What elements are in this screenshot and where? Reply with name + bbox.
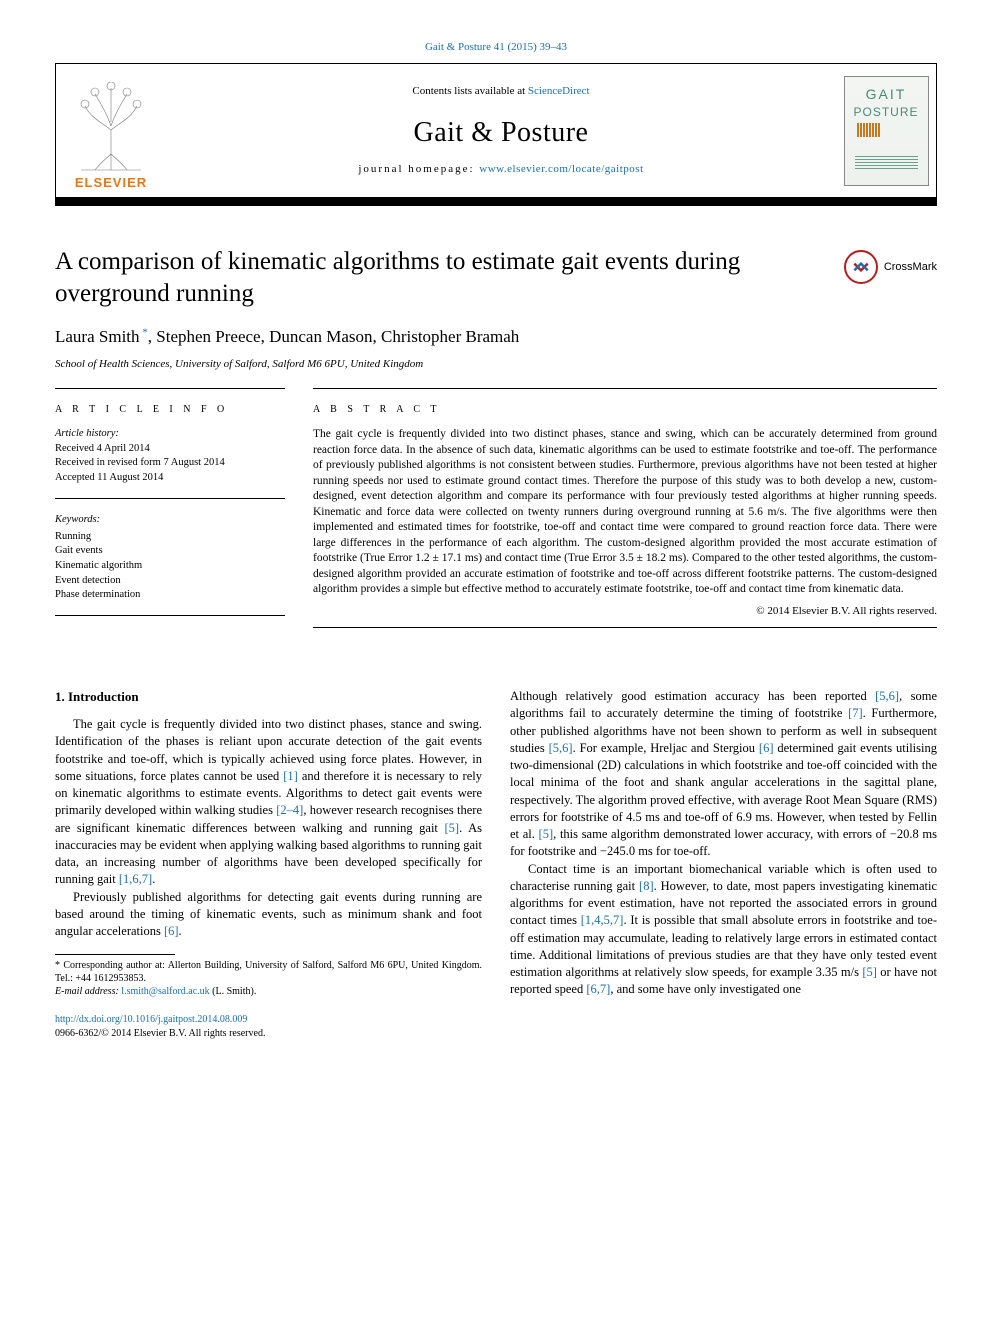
email-link[interactable]: l.smith@salford.ac.uk: [121, 986, 209, 997]
journal-masthead: ELSEVIER Contents lists available at Sci…: [55, 63, 937, 198]
cover-thumbnail: GAIT POSTURE: [844, 76, 929, 186]
cover-title-1: GAIT: [866, 85, 907, 105]
article-info-column: A R T I C L E I N F O Article history: R…: [55, 388, 285, 628]
abstract-copyright: © 2014 Elsevier B.V. All rights reserved…: [313, 604, 937, 619]
doi-link[interactable]: http://dx.doi.org/10.1016/j.gaitpost.201…: [55, 1014, 247, 1025]
running-header: Gait & Posture 41 (2015) 39–43: [55, 40, 937, 55]
masthead-center: Contents lists available at ScienceDirec…: [166, 64, 836, 197]
email-suffix: (L. Smith).: [210, 986, 257, 997]
publisher-logo: ELSEVIER: [56, 64, 166, 197]
masthead-bottom-bar: [55, 198, 937, 206]
abstract-heading: A B S T R A C T: [313, 403, 937, 417]
abstract-rule: [313, 627, 937, 628]
cite-link[interactable]: [1,6,7]: [119, 872, 152, 886]
body-right-column: Although relatively good estimation accu…: [510, 688, 937, 999]
abstract-text: The gait cycle is frequently divided int…: [313, 427, 937, 598]
crossmark-label: CrossMark: [884, 260, 937, 275]
homepage-link[interactable]: www.elsevier.com/locate/gaitpost: [479, 163, 643, 175]
crossmark-circle-icon: [844, 250, 878, 284]
abstract-column: A B S T R A C T The gait cycle is freque…: [313, 388, 937, 628]
cite-link[interactable]: [1]: [283, 769, 298, 783]
cite-link[interactable]: [5,6]: [549, 741, 573, 755]
keywords-label: Keywords:: [55, 513, 285, 528]
body-paragraph: The gait cycle is frequently divided int…: [55, 716, 482, 889]
corr-author-link[interactable]: *: [140, 326, 148, 338]
body-left-column: 1. Introduction The gait cycle is freque…: [55, 688, 482, 999]
body-paragraph: Although relatively good estimation accu…: [510, 688, 937, 861]
article-info-heading: A R T I C L E I N F O: [55, 403, 285, 417]
homepage-line: journal homepage: www.elsevier.com/locat…: [358, 162, 643, 177]
journal-name: Gait & Posture: [414, 113, 589, 152]
corr-author-text: * Corresponding author at: Allerton Buil…: [55, 959, 482, 985]
citation-link[interactable]: Gait & Posture 41 (2015) 39–43: [425, 41, 567, 53]
cite-link[interactable]: [1,4,5,7]: [581, 913, 624, 927]
cite-link[interactable]: [5]: [862, 965, 877, 979]
homepage-prefix: journal homepage:: [358, 163, 479, 175]
elsevier-wordmark: ELSEVIER: [75, 174, 147, 192]
cite-link[interactable]: [5,6]: [875, 689, 899, 703]
elsevier-tree-icon: [71, 82, 151, 172]
corresponding-footnote: * Corresponding author at: Allerton Buil…: [55, 959, 482, 998]
cover-thumbnail-container: GAIT POSTURE: [836, 64, 936, 197]
cite-link[interactable]: [5]: [539, 827, 554, 841]
keyword: Phase determination: [55, 588, 285, 603]
history-received: Received 4 April 2014: [55, 442, 285, 457]
issn-copyright: 0966-6362/© 2014 Elsevier B.V. All right…: [55, 1028, 265, 1039]
cite-link[interactable]: [6,7]: [586, 982, 610, 996]
affiliation: School of Health Sciences, University of…: [55, 357, 937, 372]
cite-link[interactable]: [5]: [445, 821, 460, 835]
section-heading-intro: 1. Introduction: [55, 688, 482, 706]
email-label: E-mail address:: [55, 986, 121, 997]
authors-line: Laura Smith *, Stephen Preece, Duncan Ma…: [55, 325, 937, 349]
contents-line: Contents lists available at ScienceDirec…: [412, 84, 589, 99]
contents-prefix: Contents lists available at: [412, 85, 527, 97]
article-title: A comparison of kinematic algorithms to …: [55, 246, 832, 309]
cite-link[interactable]: [6]: [759, 741, 774, 755]
cite-link[interactable]: [6]: [164, 924, 179, 938]
keyword: Kinematic algorithm: [55, 559, 285, 574]
doi-footer: http://dx.doi.org/10.1016/j.gaitpost.201…: [55, 1013, 937, 1041]
history-revised: Received in revised form 7 August 2014: [55, 456, 285, 471]
history-accepted: Accepted 11 August 2014: [55, 471, 285, 486]
history-label: Article history:: [55, 427, 285, 442]
cite-link[interactable]: [8]: [639, 879, 654, 893]
body-paragraph: Previously published algorithms for dete…: [55, 889, 482, 941]
body-paragraph: Contact time is an important biomechanic…: [510, 861, 937, 999]
footnote-rule: [55, 954, 175, 955]
keyword: Event detection: [55, 574, 285, 589]
keyword: Running: [55, 530, 285, 545]
cover-title-2: POSTURE: [853, 104, 918, 121]
cover-barcode-icon: [857, 123, 880, 137]
cite-link[interactable]: [2–4]: [276, 803, 303, 817]
cover-lines-icon: [855, 154, 918, 171]
cite-link[interactable]: [7]: [848, 706, 863, 720]
keyword: Gait events: [55, 544, 285, 559]
crossmark-badge[interactable]: CrossMark: [844, 250, 937, 284]
sciencedirect-link[interactable]: ScienceDirect: [528, 85, 590, 97]
